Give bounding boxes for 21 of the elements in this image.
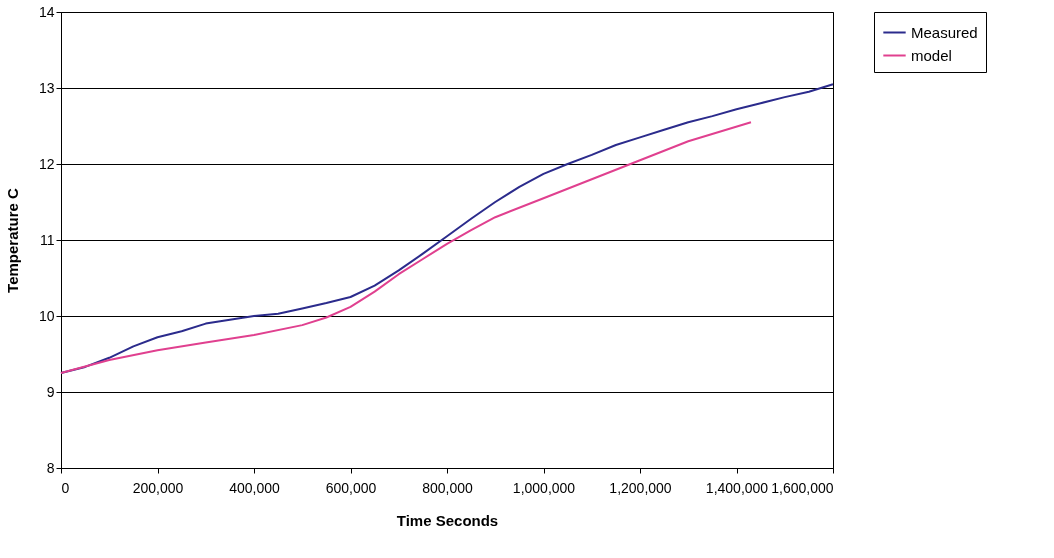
- x-tick-label: 200,000: [132, 479, 184, 496]
- legend-label: Measured: [911, 23, 978, 41]
- x-tick-label: 800,000: [422, 479, 474, 496]
- legend-label: model: [911, 46, 952, 64]
- x-tick-label: 400,000: [229, 479, 281, 496]
- x-tick-label: 1,400,000: [705, 479, 769, 496]
- y-tick-label: 11: [39, 231, 55, 248]
- x-tick-label: 600,000: [325, 479, 377, 496]
- y-tick-label: 14: [38, 3, 55, 20]
- y-tick-label: 8: [46, 459, 55, 476]
- x-axis-title: Time Seconds: [396, 511, 499, 529]
- line-series: [60, 121, 752, 374]
- x-tick-label: 1,200,000: [609, 479, 672, 496]
- y-tick-label: 12: [38, 155, 55, 172]
- y-axis-title: Temperature C: [3, 187, 21, 293]
- y-tick-label: 13: [38, 79, 55, 96]
- y-tick-label: 10: [38, 307, 55, 324]
- x-tick-label: 0: [61, 479, 70, 496]
- x-tick-label: 1,600,000: [771, 479, 834, 496]
- y-tick-label: 9: [46, 383, 55, 400]
- x-tick-label: 1,000,000: [512, 479, 576, 496]
